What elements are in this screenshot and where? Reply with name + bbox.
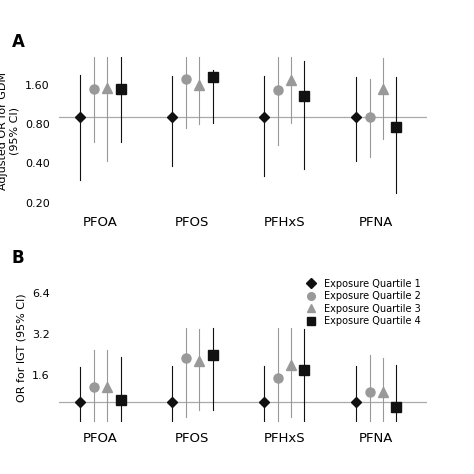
Y-axis label: OR for IGT (95% CI): OR for IGT (95% CI) bbox=[16, 293, 26, 401]
Text: A: A bbox=[11, 33, 24, 51]
Text: B: B bbox=[11, 249, 24, 267]
Legend: Exposure Quartile 1, Exposure Quartile 2, Exposure Quartile 3, Exposure Quartile: Exposure Quartile 1, Exposure Quartile 2… bbox=[301, 278, 422, 327]
Y-axis label: Adjusted OR for GDM
(95% CI): Adjusted OR for GDM (95% CI) bbox=[0, 73, 19, 191]
